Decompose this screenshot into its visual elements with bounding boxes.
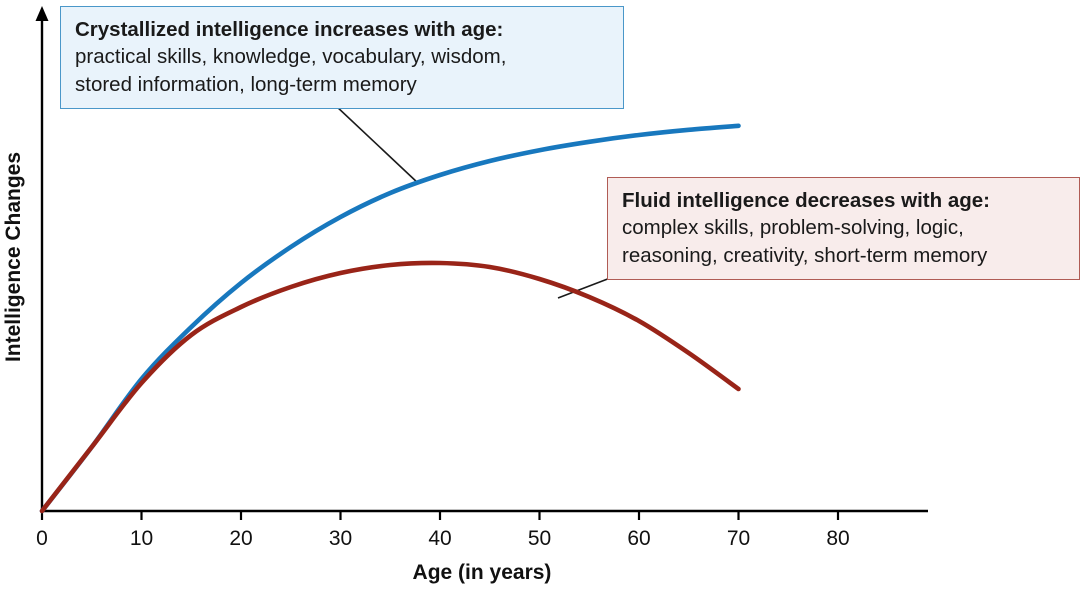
x-tick-label: 0 (36, 527, 48, 550)
annotation-fluid: Fluid intelligence decreases with age: c… (607, 177, 1080, 280)
annotation-crystallized: Crystallized intelligence increases with… (60, 6, 624, 109)
curve-crystallized (39, 123, 741, 514)
x-tick-label: 20 (229, 527, 252, 550)
x-axis-label: Age (in years) (412, 561, 552, 584)
annotation-fluid-title: Fluid intelligence decreases with age: (622, 189, 990, 212)
x-tick-label: 50 (528, 527, 551, 550)
annotation-crystallized-title: Crystallized intelligence increases with… (75, 18, 504, 41)
x-tick-label: 10 (130, 527, 153, 550)
x-tick-label: 80 (826, 527, 849, 550)
y-axis-arrow (35, 6, 49, 21)
x-tick-label: 60 (627, 527, 650, 550)
x-tick-label: 70 (727, 527, 750, 550)
x-tick-label: 40 (428, 527, 451, 550)
curve-fluid (39, 260, 741, 514)
annotation-crystallized-body: practical skills, knowledge, vocabulary,… (75, 45, 507, 96)
annotation-fluid-body: complex skills, problem-solving, logic, … (622, 216, 988, 267)
annotation-crystallized-pointer (334, 104, 420, 185)
x-tick-label: 30 (329, 527, 352, 550)
y-axis-label: Intelligence Changes (2, 151, 25, 363)
